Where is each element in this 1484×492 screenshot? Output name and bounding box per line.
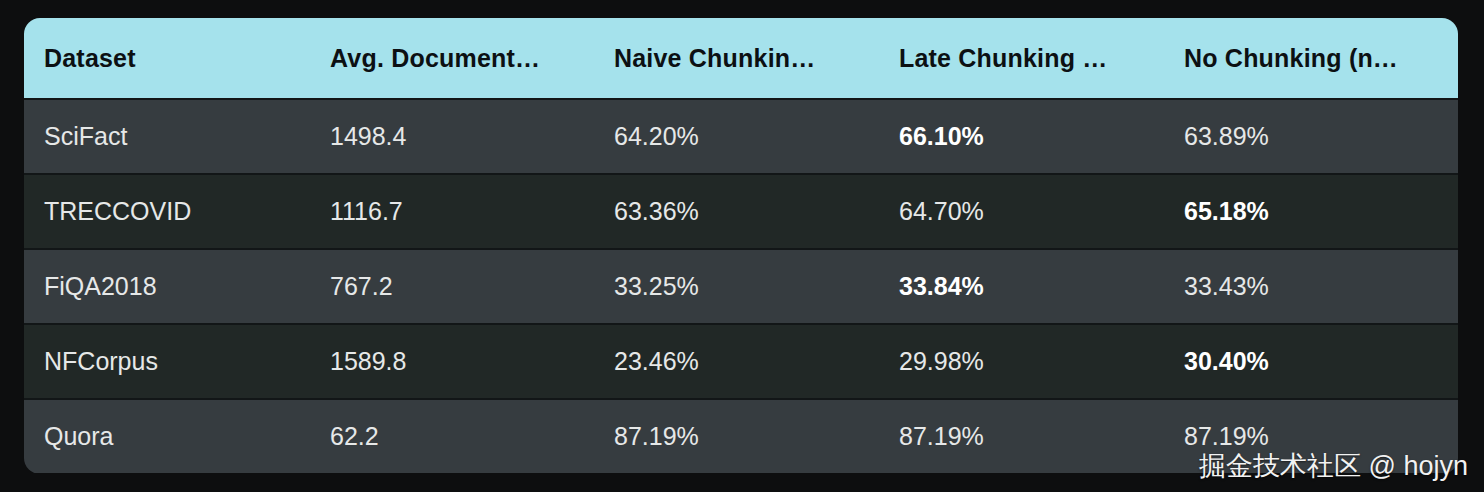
cell-no-chunking: 33.43% [1164, 272, 1458, 301]
cell-dataset: NFCorpus [24, 347, 310, 376]
cell-avg-doc: 62.2 [310, 422, 594, 451]
table-row: FiQA2018 767.2 33.25% 33.84% 33.43% [24, 248, 1458, 323]
header-cell-no-chunking: No Chunking (n… [1164, 44, 1458, 73]
table-header-row: Dataset Avg. Document… Naive Chunkin… La… [24, 18, 1458, 98]
header-cell-avg-document: Avg. Document… [310, 44, 594, 73]
cell-dataset: Quora [24, 422, 310, 451]
cell-dataset: FiQA2018 [24, 272, 310, 301]
watermark: 掘金技术社区 @ hojyn [1199, 448, 1468, 484]
cell-avg-doc: 1498.4 [310, 122, 594, 151]
cell-late: 87.19% [879, 422, 1164, 451]
results-table: Dataset Avg. Document… Naive Chunkin… La… [24, 18, 1458, 474]
cell-avg-doc: 767.2 [310, 272, 594, 301]
cell-late: 33.84% [879, 272, 1164, 301]
cell-naive: 23.46% [594, 347, 879, 376]
cell-no-chunking: 87.19% [1164, 422, 1458, 451]
cell-dataset: SciFact [24, 122, 310, 151]
cell-naive: 63.36% [594, 197, 879, 226]
cell-naive: 87.19% [594, 422, 879, 451]
cell-dataset: TRECCOVID [24, 197, 310, 226]
header-cell-late-chunking: Late Chunking … [879, 44, 1164, 73]
cell-late: 64.70% [879, 197, 1164, 226]
cell-no-chunking: 65.18% [1164, 197, 1458, 226]
cell-avg-doc: 1589.8 [310, 347, 594, 376]
table-row: SciFact 1498.4 64.20% 66.10% 63.89% [24, 98, 1458, 173]
cell-no-chunking: 63.89% [1164, 122, 1458, 151]
cell-late: 29.98% [879, 347, 1164, 376]
cell-avg-doc: 1116.7 [310, 197, 594, 226]
table-row: NFCorpus 1589.8 23.46% 29.98% 30.40% [24, 323, 1458, 398]
page: Dataset Avg. Document… Naive Chunkin… La… [0, 0, 1484, 492]
cell-naive: 64.20% [594, 122, 879, 151]
cell-no-chunking: 30.40% [1164, 347, 1458, 376]
cell-naive: 33.25% [594, 272, 879, 301]
table-row: TRECCOVID 1116.7 63.36% 64.70% 65.18% [24, 173, 1458, 248]
header-cell-naive-chunking: Naive Chunkin… [594, 44, 879, 73]
cell-late: 66.10% [879, 122, 1164, 151]
header-cell-dataset: Dataset [24, 44, 310, 73]
